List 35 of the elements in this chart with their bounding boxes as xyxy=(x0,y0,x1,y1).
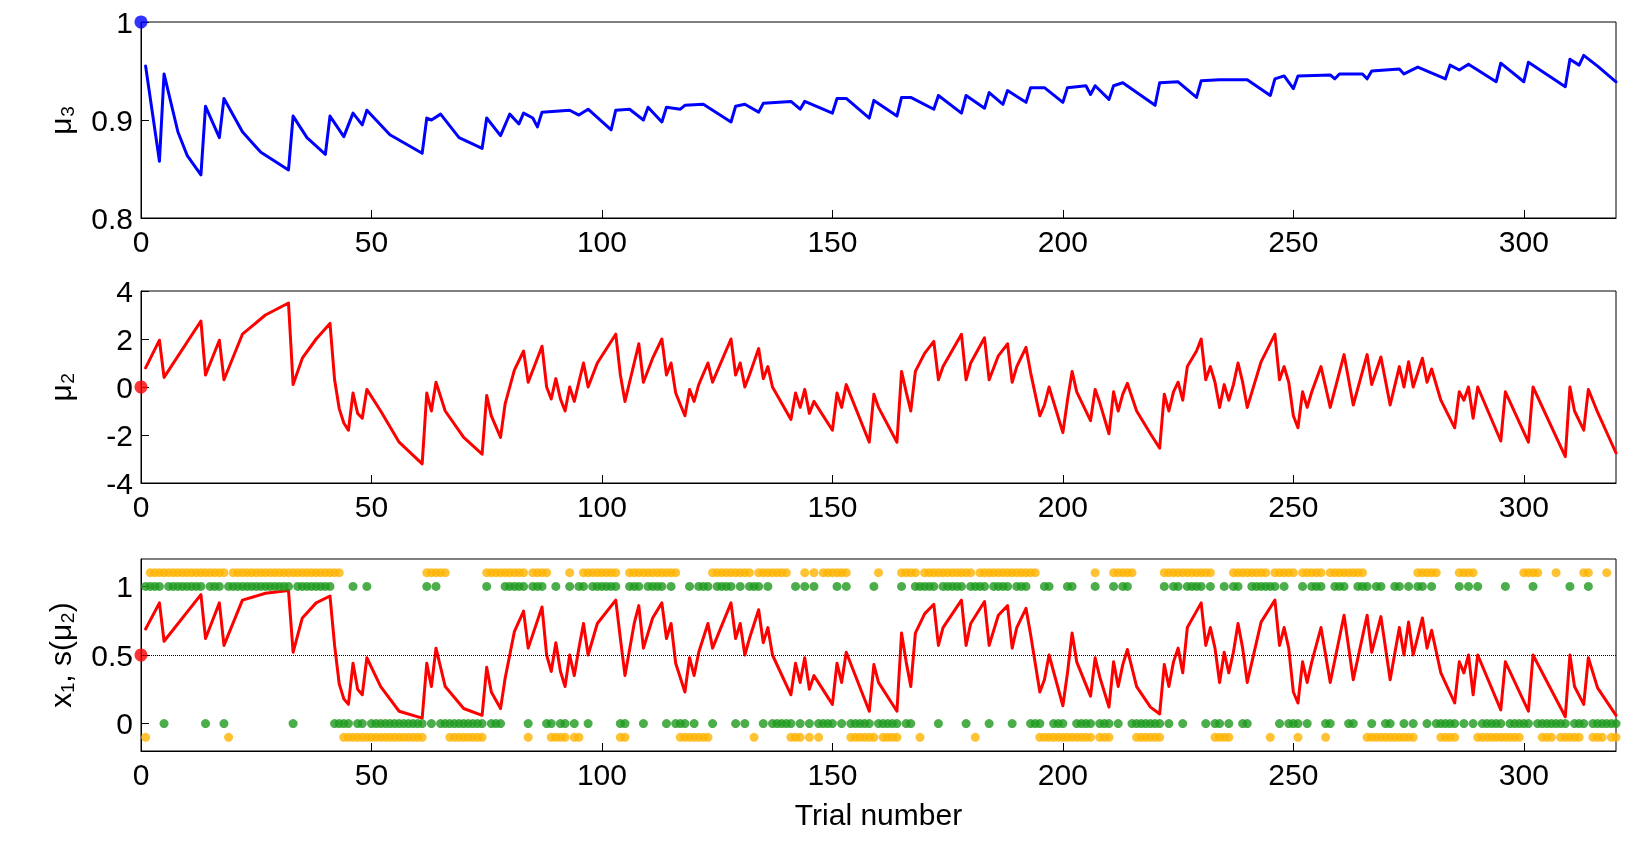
x-tick-label: 250 xyxy=(1268,757,1319,791)
y-tick-label: 0 xyxy=(116,707,133,741)
x-tick-label: 250 xyxy=(1268,224,1319,258)
line-series xyxy=(144,301,1618,466)
line-series xyxy=(144,53,1618,177)
x-tick-label: 100 xyxy=(576,489,627,523)
y-tick-label: 4 xyxy=(116,274,133,308)
y-tick-label: 2 xyxy=(116,322,133,356)
x-tick-label: 150 xyxy=(807,757,858,791)
y-tick-label: 1 xyxy=(116,5,133,39)
y-axis-title: x₁, s(μ₂) xyxy=(43,602,77,708)
y-tick-label: 0.5 xyxy=(91,638,133,672)
x-tick-label: 150 xyxy=(807,224,858,258)
y-tick-label: -4 xyxy=(106,466,133,500)
x-tick-label: 200 xyxy=(1037,489,1088,523)
x-tick-label: 250 xyxy=(1268,489,1319,523)
x-tick-label: 200 xyxy=(1037,224,1088,258)
y-tick-label: 0 xyxy=(116,370,133,404)
y-tick-label: -2 xyxy=(106,418,133,452)
y-axis-title: μ₂ xyxy=(43,372,77,402)
x-tick-label: 50 xyxy=(354,489,389,523)
x-tick-label: 50 xyxy=(354,224,389,258)
x-tick-label: 150 xyxy=(807,489,858,523)
y-tick-label: 1 xyxy=(116,569,133,603)
y-axis-title: μ₃ xyxy=(43,105,77,135)
y-tick-label: 0.8 xyxy=(91,201,133,235)
x-tick-label: 100 xyxy=(576,224,627,258)
x-tick-label: 200 xyxy=(1037,757,1088,791)
x-tick-label: 50 xyxy=(354,757,389,791)
x-tick-label: 300 xyxy=(1498,224,1549,258)
x-tick-label: 100 xyxy=(576,757,627,791)
x-axis-title: Trial number xyxy=(794,797,963,831)
x-tick-label: 300 xyxy=(1498,489,1549,523)
x-tick-label: 300 xyxy=(1498,757,1549,791)
y-tick-label: 0.9 xyxy=(91,103,133,137)
